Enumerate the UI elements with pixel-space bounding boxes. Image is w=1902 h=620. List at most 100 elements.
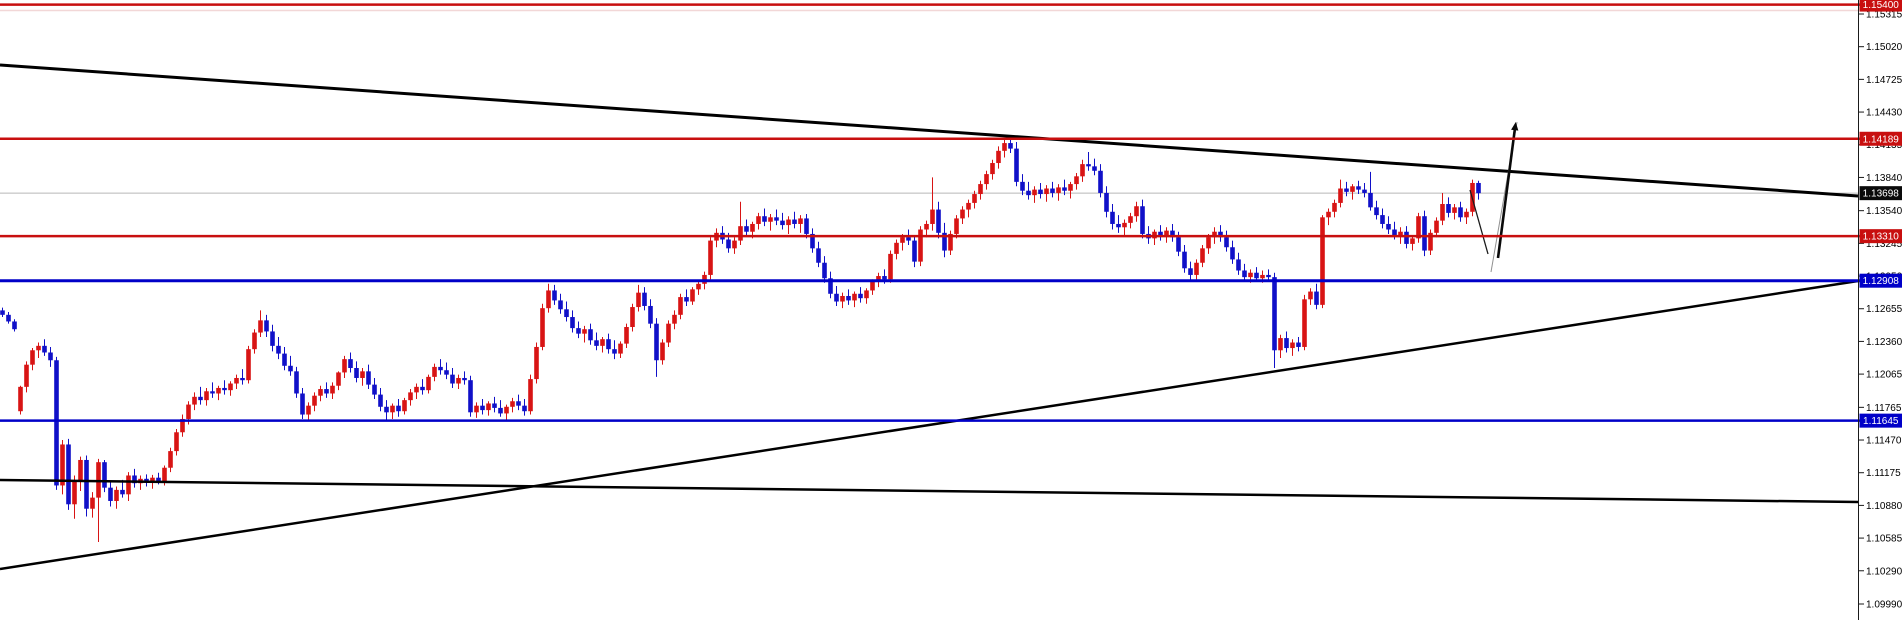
- bullish-candle-body: [660, 342, 665, 361]
- bearish-candle-body: [1422, 216, 1427, 251]
- bullish-candle-body: [540, 308, 545, 347]
- bearish-candle-body: [1158, 231, 1163, 237]
- bullish-candle-body: [630, 307, 635, 328]
- bearish-candle-body: [1362, 189, 1367, 193]
- bearish-candle-body: [1014, 148, 1019, 182]
- bearish-candle-body: [762, 216, 767, 222]
- bearish-candle-body: [48, 352, 53, 361]
- bullish-candle-body: [1398, 231, 1403, 236]
- bullish-candle-body: [1332, 202, 1337, 212]
- bearish-candle-body: [1458, 207, 1463, 218]
- bearish-candle-body: [354, 368, 359, 378]
- bearish-candle-body: [348, 359, 353, 369]
- bullish-candle-body: [150, 477, 155, 483]
- bearish-candle-body: [396, 405, 401, 412]
- bullish-candle-body: [708, 240, 713, 275]
- bearish-candle-body: [198, 396, 203, 401]
- bearish-candle-body: [1242, 270, 1247, 278]
- bearish-candle-body: [132, 475, 137, 484]
- bullish-candle-body: [216, 387, 221, 394]
- bearish-candle-body: [1104, 192, 1109, 212]
- bearish-candle-body: [858, 293, 863, 299]
- bullish-candle-body: [1410, 238, 1415, 244]
- bullish-candle-body: [756, 216, 761, 224]
- bullish-candle-body: [1416, 216, 1421, 239]
- projection-pullback-line[interactable]: [1469, 189, 1489, 255]
- bullish-candle-body: [1164, 230, 1169, 237]
- price-badge-label: 1.14189: [1863, 134, 1900, 145]
- bearish-candle-body: [480, 405, 485, 411]
- bearish-candle-body: [288, 365, 293, 372]
- bearish-candle-body: [276, 345, 281, 354]
- bearish-candle-body: [1116, 223, 1121, 228]
- bearish-candle-body: [1188, 268, 1193, 275]
- lower-horizontal-trendline[interactable]: [0, 478, 1859, 504]
- bearish-candle-body: [54, 360, 59, 486]
- bearish-candle-body: [1038, 189, 1043, 195]
- bullish-candle-body: [1248, 272, 1253, 278]
- bearish-candle-body: [570, 317, 575, 329]
- bearish-candle-body: [552, 290, 557, 301]
- bearish-candle-body: [366, 371, 371, 385]
- bullish-candle-body: [534, 346, 539, 380]
- price-tick-label: 1.12360: [1866, 337, 1902, 348]
- bearish-candle-body: [576, 328, 581, 334]
- bullish-candle-body: [36, 345, 41, 351]
- price-tick-label: 1.12655: [1866, 304, 1902, 315]
- price-badge-rect: [1859, 413, 1902, 428]
- price-tick-label: 1.15020: [1866, 42, 1902, 53]
- price-tick-label: 1.11175: [1866, 468, 1901, 479]
- bullish-candle-body: [768, 217, 773, 222]
- bullish-candle-body: [978, 184, 983, 195]
- price-tick-label: 1.14725: [1866, 75, 1902, 86]
- price-tick-label: 1.12065: [1866, 370, 1902, 381]
- bullish-candle-body: [918, 229, 923, 262]
- bearish-candle-body: [1098, 170, 1103, 193]
- bearish-candle-body: [1266, 274, 1271, 278]
- bullish-candle-body: [600, 339, 605, 346]
- bearish-candle-body: [468, 380, 473, 413]
- price-badge-label: 1.15400: [1863, 0, 1900, 11]
- bullish-candle-body: [504, 406, 509, 414]
- bullish-candle-body: [180, 418, 185, 433]
- bearish-candle-body: [810, 233, 815, 249]
- bullish-candle-body: [1302, 299, 1307, 347]
- bullish-candle-body: [360, 371, 365, 378]
- bearish-candle-body: [144, 478, 149, 483]
- bearish-candle-body: [1176, 237, 1181, 252]
- bullish-candle-body: [528, 379, 533, 412]
- bearish-candle-body: [12, 321, 17, 330]
- descending-trendline[interactable]: [0, 63, 1859, 198]
- bearish-candle-body: [744, 226, 749, 232]
- bullish-candle-body: [786, 219, 791, 226]
- bearish-candle-body: [1224, 237, 1229, 248]
- bullish-candle-body: [258, 320, 263, 333]
- bearish-candle-body: [324, 389, 329, 394]
- bearish-candle-body: [1386, 223, 1391, 230]
- bullish-candle-body: [390, 405, 395, 413]
- price-badge-rect: [1859, 0, 1902, 12]
- bullish-candle-body: [618, 343, 623, 354]
- ascending-trendline[interactable]: [0, 279, 1859, 571]
- bullish-candle-body: [738, 226, 743, 241]
- bearish-candle-body: [882, 276, 887, 280]
- bullish-candle-body: [948, 233, 953, 251]
- bearish-candle-body: [828, 278, 833, 294]
- bearish-candle-body: [492, 403, 497, 408]
- bearish-candle-body: [300, 393, 305, 415]
- bearish-candle-body: [1026, 190, 1031, 196]
- bullish-candle-body: [336, 372, 341, 386]
- bearish-candle-body: [156, 477, 161, 482]
- bearish-candle-body: [1230, 247, 1235, 260]
- bearish-candle-body: [516, 401, 521, 406]
- bearish-candle-body: [1170, 230, 1175, 238]
- projection-arrowhead-icon: [1511, 122, 1519, 131]
- bullish-candle-body: [546, 290, 551, 309]
- price-badge-1-14189: 1.14189: [1859, 131, 1902, 146]
- bullish-candle-body: [1032, 189, 1037, 196]
- bullish-candle-body: [954, 218, 959, 234]
- bearish-candle-body: [84, 459, 89, 509]
- bearish-candle-body: [1236, 259, 1241, 271]
- bearish-candle-body: [1374, 207, 1379, 216]
